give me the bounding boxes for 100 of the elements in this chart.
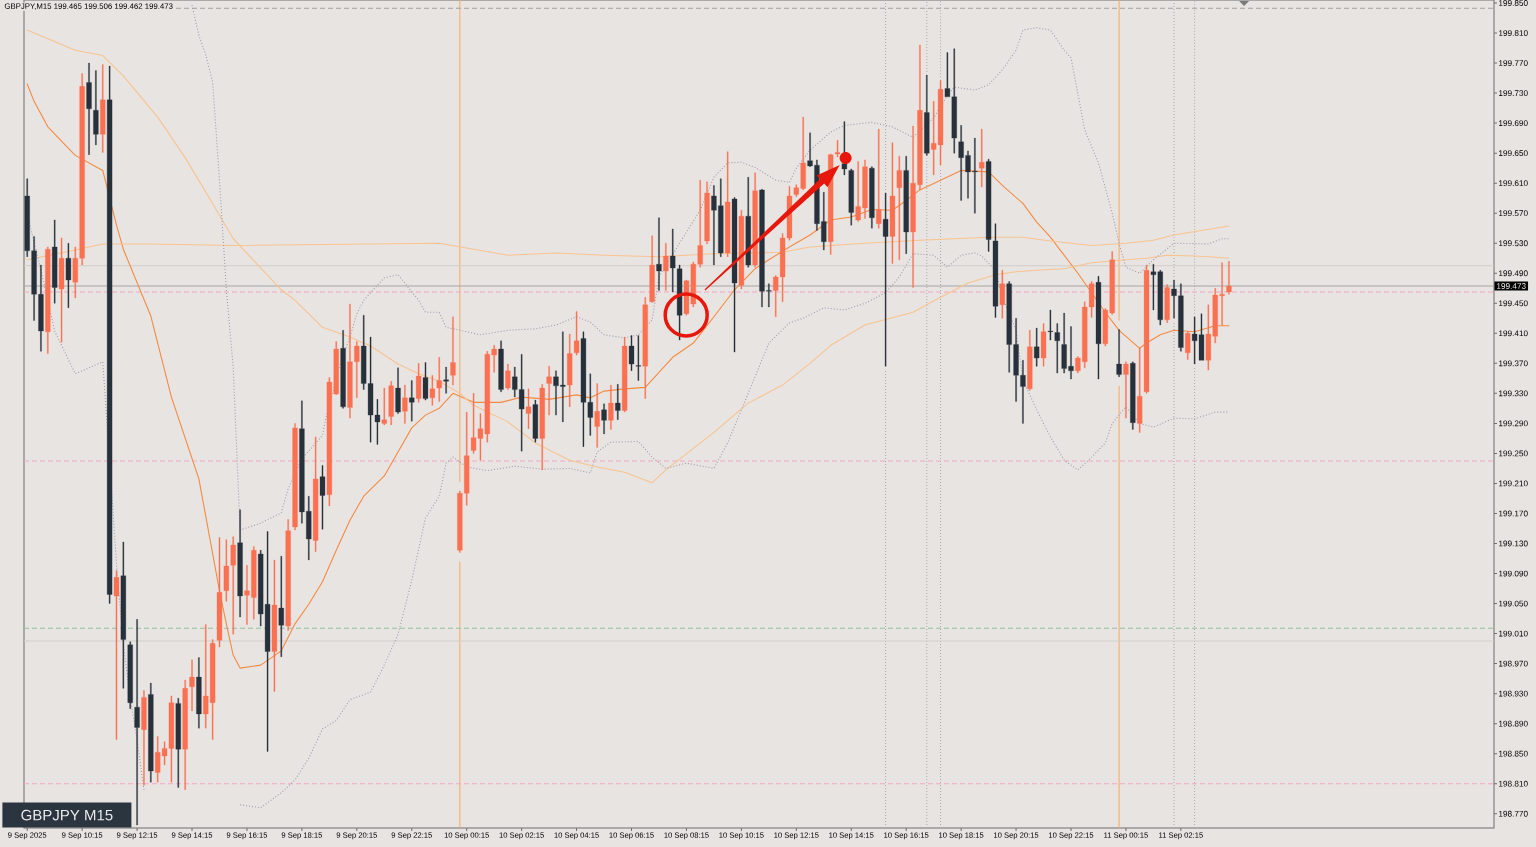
- y-tick-label: 199.130: [1499, 540, 1528, 547]
- y-tick-label: 199.650: [1499, 150, 1528, 157]
- candlestick: [635, 335, 641, 381]
- y-tick-label: 199.770: [1499, 60, 1528, 66]
- candlestick: [848, 168, 854, 226]
- candlestick: [285, 519, 291, 631]
- candlestick: [738, 210, 745, 290]
- candlestick: [107, 65, 113, 604]
- candlestick: [134, 619, 140, 826]
- candlestick: [704, 181, 710, 245]
- candlestick: [505, 363, 511, 390]
- candlestick: [52, 219, 58, 304]
- candlestick: [594, 383, 600, 448]
- candlestick: [237, 509, 243, 618]
- candlestick: [65, 243, 72, 308]
- candlestick: [628, 335, 635, 371]
- candlestick: [127, 641, 133, 709]
- ref-line-label: 199.473: [1497, 283, 1526, 289]
- candlestick: [985, 158, 992, 252]
- candlestick: [100, 64, 106, 153]
- candlestick: [889, 142, 896, 264]
- candlestick: [546, 366, 552, 416]
- candlestick: [416, 363, 422, 403]
- y-tick-label: 199.730: [1499, 90, 1528, 96]
- y-tick-label: 199.250: [1499, 450, 1528, 457]
- candlestick: [1040, 323, 1047, 367]
- candlestick: [1095, 276, 1102, 380]
- y-tick-label: 199.610: [1499, 180, 1528, 187]
- candlestick: [992, 223, 999, 318]
- candlestick: [1143, 264, 1150, 394]
- candlestick: [924, 74, 930, 156]
- candlestick: [340, 330, 346, 409]
- candlestick: [663, 243, 669, 291]
- candlestick: [402, 384, 408, 424]
- y-tick-label: 198.890: [1499, 720, 1528, 727]
- candlestick: [1123, 361, 1129, 419]
- candlestick: [608, 384, 614, 430]
- candlestick: [409, 380, 415, 422]
- candlestick: [1027, 330, 1033, 391]
- y-tick-label: 198.810: [1499, 780, 1528, 787]
- candlestick: [642, 297, 648, 399]
- y-tick-label: 199.850: [1499, 0, 1528, 6]
- candlestick: [450, 316, 456, 386]
- candlestick: [567, 333, 573, 408]
- candlestick: [319, 465, 326, 530]
- candlestick: [271, 559, 278, 692]
- candlestick: [422, 362, 429, 401]
- candlestick: [498, 340, 504, 392]
- candlestick: [58, 237, 65, 343]
- candlestick: [615, 384, 621, 420]
- candlestick: [725, 151, 731, 257]
- candlestick: [86, 62, 92, 155]
- line-series: [26, 83, 1230, 669]
- candlestick: [1047, 309, 1054, 341]
- annotation: GBPJPY M15: [21, 809, 113, 821]
- candlestick: [601, 403, 607, 435]
- candlestick: [525, 388, 532, 429]
- candlestick: [869, 166, 875, 229]
- candlestick: [882, 192, 889, 367]
- candlestick: [745, 177, 751, 268]
- candlestick: [539, 384, 545, 471]
- candlestick: [45, 246, 51, 354]
- y-tick-label: 199.530: [1499, 240, 1528, 247]
- candlestick: [388, 381, 394, 426]
- candlestick: [1034, 327, 1040, 367]
- y-tick-label: 199.410: [1499, 330, 1528, 337]
- y-tick-label: 199.290: [1499, 420, 1528, 427]
- line-series: [26, 29, 1230, 484]
- candlestick: [1185, 331, 1191, 360]
- candlestick: [182, 679, 188, 790]
- candlestick: [278, 556, 284, 657]
- candlestick: [196, 657, 202, 729]
- candlestick: [532, 399, 538, 443]
- candlestick: [896, 155, 902, 260]
- y-tick-label: 199.810: [1499, 30, 1528, 36]
- candlestick: [731, 197, 738, 353]
- candlestick: [1130, 361, 1136, 430]
- candlestick: [649, 235, 655, 303]
- y-tick-label: 198.850: [1499, 750, 1528, 757]
- candlestick: [622, 336, 628, 413]
- candlestick: [93, 70, 99, 146]
- y-tick-label: 199.370: [1499, 360, 1528, 367]
- y-tick-label: 199.210: [1499, 480, 1528, 487]
- candlestick: [1226, 261, 1232, 295]
- y-tick-label: 199.690: [1499, 120, 1528, 127]
- candlestick: [313, 436, 319, 552]
- candlestick: [656, 217, 662, 291]
- y-tick-label: 199.490: [1499, 270, 1528, 277]
- candlestick: [443, 366, 449, 394]
- candlestick: [1116, 329, 1122, 377]
- y-tick-label: 198.770: [1499, 810, 1528, 817]
- candlestick: [113, 570, 120, 740]
- candlestick: [979, 128, 985, 188]
- candlestick: [292, 423, 298, 531]
- y-tick-label: 199.570: [1499, 210, 1528, 217]
- y-tick-label: 199.450: [1499, 300, 1528, 307]
- candlestick: [1137, 348, 1143, 433]
- y-tick-label: 199.050: [1499, 600, 1528, 607]
- candlestick: [148, 682, 154, 783]
- candlestick: [876, 128, 882, 229]
